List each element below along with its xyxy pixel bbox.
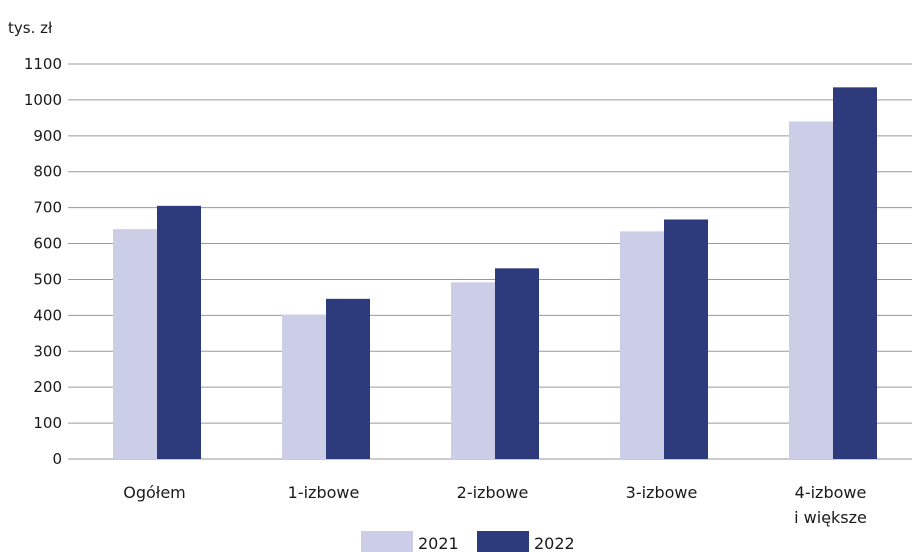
y-tick-label-1100: 1100	[24, 55, 62, 73]
y-axis-ticks: 0 100 200 300 400 500 600 700 800 900 1000 1100	[24, 55, 62, 468]
y-tick-label-0: 0	[52, 450, 62, 468]
legend-swatch-2021	[361, 531, 413, 552]
bar-2022-4	[833, 87, 877, 459]
x-tick-label-3-0: 3-izbowe	[626, 483, 698, 502]
bar-2022-1	[326, 298, 370, 459]
legend-label-2022: 2022	[534, 534, 575, 552]
y-tick-label-800: 800	[33, 163, 62, 181]
legend: 2021 2022	[361, 531, 575, 552]
bar-2022-3	[664, 219, 708, 459]
legend-label-2021: 2021	[418, 534, 459, 552]
bar-2021-1	[282, 314, 326, 459]
x-tick-label-4-0: 4-izbowe	[795, 483, 867, 502]
y-tick-label-100: 100	[33, 414, 62, 432]
x-tick-label-4-1: i większe	[794, 508, 867, 527]
y-tick-label-700: 700	[33, 199, 62, 217]
bars	[113, 87, 877, 460]
y-axis-unit-label: tys. zł	[8, 19, 53, 37]
y-tick-label-1000: 1000	[24, 91, 62, 109]
bar-2021-3	[620, 231, 664, 459]
x-tick-label-2-0: 2-izbowe	[457, 483, 529, 502]
x-axis-labels: Ogółem 1-izbowe 2-izbowe 3-izbowe 4-izbowe i …	[123, 483, 867, 527]
bar-2022-2	[495, 268, 539, 459]
x-tick-label-1-0: 1-izbowe	[288, 483, 360, 502]
bar-2021-2	[451, 282, 495, 459]
bar-2022-0	[157, 205, 201, 459]
x-tick-label-0-0: Ogółem	[123, 483, 186, 502]
y-tick-label-600: 600	[33, 235, 62, 253]
y-tick-label-400: 400	[33, 306, 62, 324]
y-tick-label-500: 500	[33, 270, 62, 288]
y-tick-label-300: 300	[33, 342, 62, 360]
legend-swatch-2022	[477, 531, 529, 552]
y-tick-label-200: 200	[33, 378, 62, 396]
bar-2021-0	[113, 229, 157, 459]
y-tick-label-900: 900	[33, 127, 62, 145]
bar-2021-4	[789, 121, 833, 460]
